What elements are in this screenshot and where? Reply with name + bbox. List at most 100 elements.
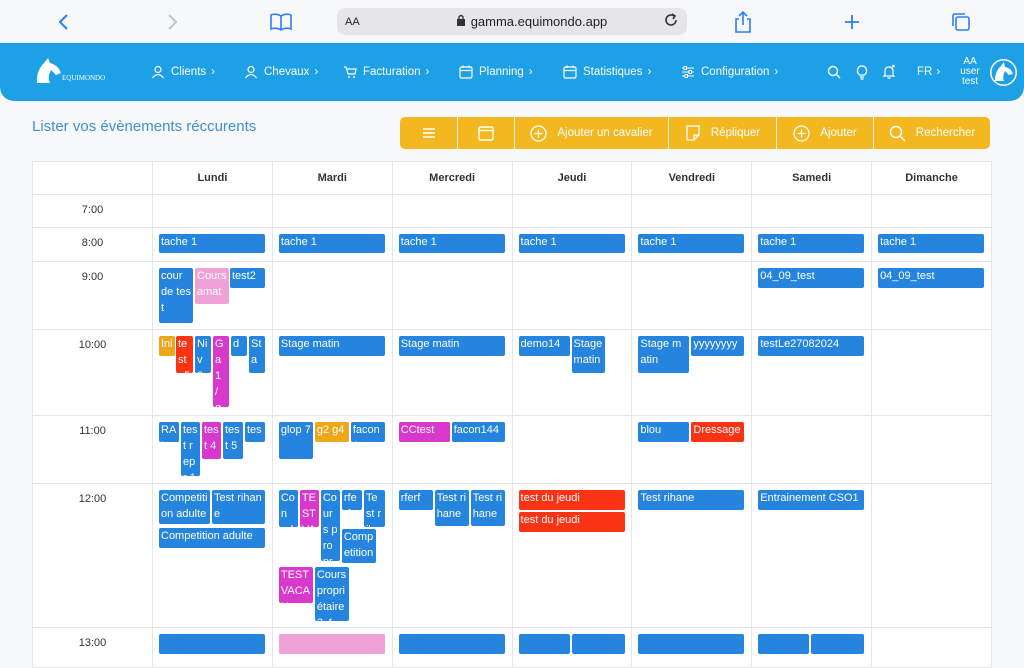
avatar[interactable] bbox=[990, 59, 1017, 86]
slot[interactable]: Stage matin yyyyyyyyy bbox=[631, 329, 753, 416]
event[interactable]: Cours propriétaire 3-4 bbox=[314, 567, 349, 629]
add-button[interactable]: Ajouter bbox=[777, 117, 874, 149]
slot[interactable]: cour de test Cours amateur test2 bbox=[152, 261, 273, 330]
slot[interactable]: tache 1 bbox=[152, 227, 273, 262]
back-icon[interactable] bbox=[52, 8, 74, 36]
search-icon[interactable] bbox=[827, 65, 841, 82]
event[interactable]: Competition adulte bbox=[341, 529, 376, 575]
event[interactable]: RAI bbox=[159, 422, 179, 442]
slot[interactable] bbox=[871, 194, 992, 228]
slot[interactable] bbox=[152, 627, 273, 668]
event[interactable]: tache 1 bbox=[518, 234, 625, 253]
nav-facturation[interactable]: Facturation › bbox=[343, 65, 429, 79]
bell-icon[interactable] bbox=[882, 64, 896, 83]
slot[interactable] bbox=[391, 627, 513, 668]
bookmarks-icon[interactable] bbox=[268, 8, 294, 36]
event[interactable]: dem bbox=[231, 336, 247, 356]
event[interactable]: tache 1 bbox=[398, 234, 505, 253]
nav-statistiques[interactable]: Statistiques › bbox=[563, 65, 651, 79]
new-tab-icon[interactable] bbox=[841, 8, 863, 36]
event[interactable] bbox=[811, 634, 865, 654]
event[interactable]: test 4 bbox=[202, 422, 221, 459]
event[interactable]: Competition adulte bbox=[159, 528, 265, 548]
slot[interactable]: tache 1 bbox=[391, 227, 513, 262]
nav-planning[interactable]: Planning › bbox=[459, 65, 533, 79]
event[interactable]: testLe27082024 bbox=[758, 336, 865, 356]
event[interactable]: Cours propr 3-4 bbox=[320, 490, 340, 561]
event[interactable]: Test rihane bbox=[434, 490, 469, 526]
event[interactable]: tache 1 bbox=[638, 234, 745, 253]
event[interactable]: CCtest bbox=[398, 422, 450, 442]
slot[interactable] bbox=[511, 261, 633, 330]
slot[interactable] bbox=[631, 627, 753, 668]
slot[interactable]: Entrainement CSO1 bbox=[751, 483, 873, 628]
slot[interactable]: tache 1 bbox=[871, 227, 992, 262]
slot[interactable] bbox=[871, 415, 992, 484]
event[interactable]: 04_09_test bbox=[878, 268, 985, 288]
share-icon[interactable] bbox=[732, 8, 754, 36]
slot[interactable] bbox=[511, 194, 633, 228]
event[interactable]: rferf bbox=[398, 490, 433, 510]
forward-icon[interactable] bbox=[162, 8, 184, 36]
slot[interactable]: demo14 Stage matin bbox=[511, 329, 633, 416]
event[interactable]: Cours amateur bbox=[195, 268, 229, 304]
event[interactable]: Con adu bbox=[278, 490, 298, 527]
slot[interactable]: test du jeudi test du jeudi bbox=[511, 483, 633, 628]
event[interactable]: yyyyyyyyy bbox=[691, 336, 745, 356]
event[interactable]: TEST VACAN bbox=[278, 567, 313, 603]
slot[interactable]: tache 1 bbox=[631, 227, 753, 262]
event[interactable]: Test rihane bbox=[363, 490, 385, 527]
slot[interactable] bbox=[871, 627, 992, 668]
slot[interactable]: CCtest facon144 bbox=[391, 415, 513, 484]
event[interactable]: Stage ma bbox=[249, 336, 265, 373]
event[interactable]: tache 1 bbox=[159, 234, 265, 253]
event[interactable]: g2 g4 bbox=[314, 422, 349, 442]
event[interactable]: Dressage bbox=[691, 422, 745, 442]
event[interactable]: Stage matin bbox=[278, 336, 385, 356]
slot[interactable]: 04_09_test bbox=[871, 261, 992, 330]
event[interactable]: Test rihane bbox=[638, 490, 745, 510]
event[interactable] bbox=[518, 634, 570, 654]
event[interactable]: test2 bbox=[230, 268, 265, 288]
slot[interactable] bbox=[871, 329, 992, 416]
language-selector[interactable]: FR › bbox=[917, 66, 941, 78]
event[interactable]: tache 1 bbox=[878, 234, 985, 253]
event[interactable]: test bbox=[245, 422, 265, 442]
list-view-button[interactable] bbox=[400, 117, 458, 149]
slot[interactable] bbox=[631, 194, 753, 228]
event[interactable]: cour de test bbox=[159, 268, 193, 323]
slot[interactable]: rferf Test rihane Test rihane bbox=[391, 483, 513, 628]
nav-chevaux[interactable]: Chevaux › bbox=[244, 65, 318, 79]
event[interactable]: demo14 bbox=[518, 336, 570, 356]
slot[interactable]: Con adu TEST VAC Cours propr 3-4 rferf T… bbox=[271, 483, 393, 629]
event[interactable]: test du jeudi bbox=[518, 490, 625, 510]
slot[interactable] bbox=[511, 415, 633, 484]
slot[interactable] bbox=[751, 415, 873, 484]
slot[interactable]: glop 7 g2 g4 facon1 bbox=[271, 415, 393, 484]
slot[interactable]: tache 1 bbox=[511, 227, 633, 262]
slot[interactable] bbox=[511, 627, 633, 668]
slot[interactable] bbox=[751, 627, 873, 668]
event[interactable]: test du jeudi bbox=[518, 512, 625, 532]
event[interactable]: test repr 1 bbox=[181, 422, 200, 476]
reload-icon[interactable] bbox=[663, 12, 679, 31]
event[interactable]: facon144 bbox=[451, 422, 505, 442]
slot[interactable] bbox=[391, 261, 513, 330]
event[interactable] bbox=[398, 634, 505, 654]
nav-configuration[interactable]: Configuration › bbox=[681, 65, 778, 79]
event[interactable]: Ga 1 / ga 2 bbox=[213, 336, 229, 407]
event[interactable]: Stage matin bbox=[638, 336, 690, 373]
slot[interactable]: testLe27082024 bbox=[751, 329, 873, 416]
event[interactable]: Test rihane bbox=[212, 490, 265, 524]
event[interactable]: test 5 bbox=[223, 422, 243, 459]
tabs-icon[interactable] bbox=[950, 8, 972, 36]
add-rider-button[interactable]: Ajouter un cavalier bbox=[515, 117, 669, 149]
slot[interactable] bbox=[751, 194, 873, 228]
slot[interactable]: tache 1 bbox=[271, 227, 393, 262]
event[interactable]: TEST VAC bbox=[299, 490, 319, 527]
event[interactable]: Stage matin bbox=[398, 336, 505, 356]
event[interactable]: Niv 2 bbox=[195, 336, 211, 373]
address-bar[interactable]: AA gamma.equimondo.app bbox=[337, 8, 687, 35]
